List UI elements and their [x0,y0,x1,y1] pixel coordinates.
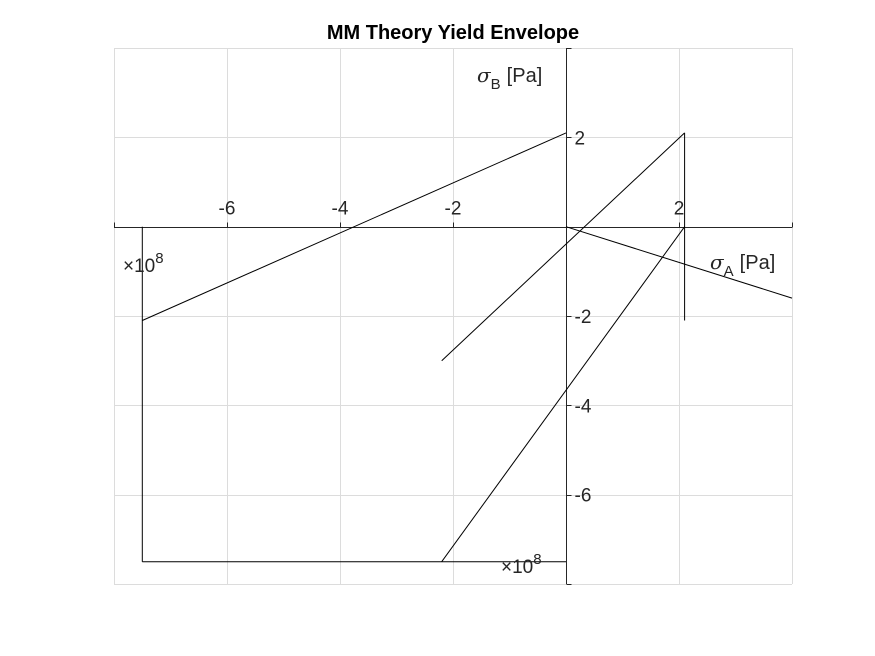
x-axis-label: σA [Pa] [710,250,775,280]
x-tick-label: -4 [332,199,349,220]
y-axis-unit: [Pa] [507,65,543,87]
x-axis-unit: [Pa] [740,252,776,274]
x-exponent-power: 8 [155,250,163,267]
envelope-line [441,132,685,362]
y-tick-label: -2 [575,307,592,328]
x-exponent-base: ×10 [123,256,155,277]
y-tick-label: -4 [575,396,592,417]
y-exponent-power: 8 [533,551,541,568]
envelope-lines [141,132,793,563]
x-axis-subscript: A [724,263,734,280]
chart-title: MM Theory Yield Envelope [327,22,579,44]
y-axis-symbol: σ [477,63,492,87]
envelope-line [142,132,567,321]
x-axis-symbol: σ [710,250,725,274]
y-exponent-base: ×10 [501,557,533,578]
y-axis-label: σB [Pa] [477,63,542,93]
envelope-line [565,226,793,299]
x-tick-label: -2 [445,199,462,220]
x-exponent-label: ×108 [123,250,164,277]
x-tick-label: 2 [674,199,685,220]
y-tick-label: -6 [575,486,592,507]
grid [114,48,793,585]
y-axis-subscript: B [491,76,501,93]
x-tick-label: -6 [219,199,236,220]
tick-labels: -6 -4 -2 2 2 -2 -4 -6 [219,128,685,506]
y-exponent-label: ×108 [501,551,542,578]
axes [114,48,793,585]
envelope-line [441,226,686,562]
y-tick-label: 2 [575,128,586,149]
